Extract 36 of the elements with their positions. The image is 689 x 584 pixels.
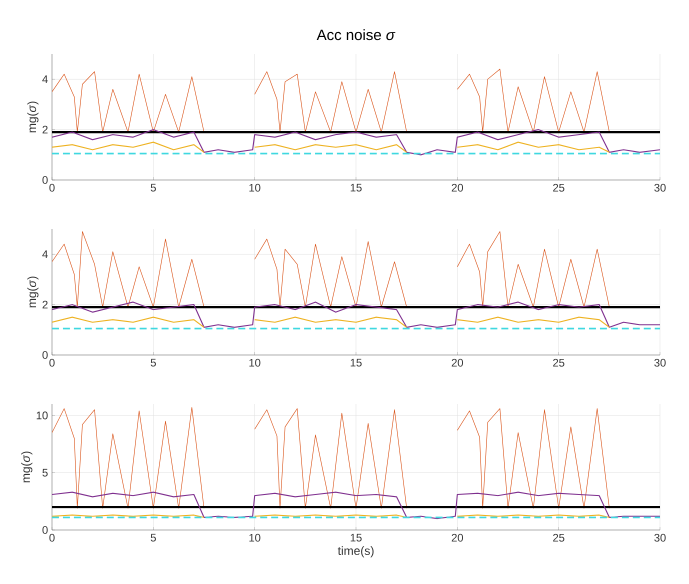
y-tick-label: 4 <box>42 75 48 83</box>
x-tick-label: 5 <box>150 534 156 542</box>
x-tick-label: 30 <box>654 184 666 192</box>
y-tick-label: 2 <box>42 300 48 308</box>
x-tick-label: 5 <box>150 358 156 367</box>
x-tick-label: 30 <box>654 358 666 367</box>
x-axis-title: time(s) <box>338 546 374 558</box>
x-tick-label: 25 <box>553 534 564 542</box>
x-tick-label: 25 <box>553 358 564 367</box>
y-tick-label: 2 <box>42 126 48 134</box>
x-tick-label: 20 <box>452 534 464 542</box>
x-tick-label: 15 <box>350 534 362 542</box>
x-tick-label: 30 <box>654 534 666 542</box>
y-tick-label: 0 <box>42 351 48 359</box>
y-tick-label: 0 <box>42 526 48 534</box>
x-tick-label: 10 <box>249 358 260 367</box>
x-tick-label: 15 <box>350 184 362 192</box>
y-tick-label: 4 <box>42 250 48 258</box>
x-tick-label: 20 <box>452 184 464 192</box>
line-series <box>52 129 660 156</box>
y-tick-label: 10 <box>36 412 48 420</box>
x-tick-label: 0 <box>49 534 55 542</box>
y-tick-label: 0 <box>42 176 48 184</box>
y-axis-title: mg(σ) <box>27 102 38 132</box>
y-tick-label: 5 <box>42 468 48 477</box>
chart-title: Acc noise σ <box>316 29 396 40</box>
x-tick-label: 5 <box>150 184 156 192</box>
x-tick-label: 10 <box>249 184 260 192</box>
x-tick-label: 10 <box>249 534 260 542</box>
x-tick-label: 0 <box>49 358 55 367</box>
x-tick-label: 15 <box>350 358 362 367</box>
x-tick-label: 25 <box>553 184 564 192</box>
y-axis-title: mg(σ) <box>21 452 32 482</box>
x-tick-label: 0 <box>49 184 55 192</box>
x-tick-label: 20 <box>452 358 464 367</box>
y-axis-title: mg(σ) <box>27 276 38 308</box>
